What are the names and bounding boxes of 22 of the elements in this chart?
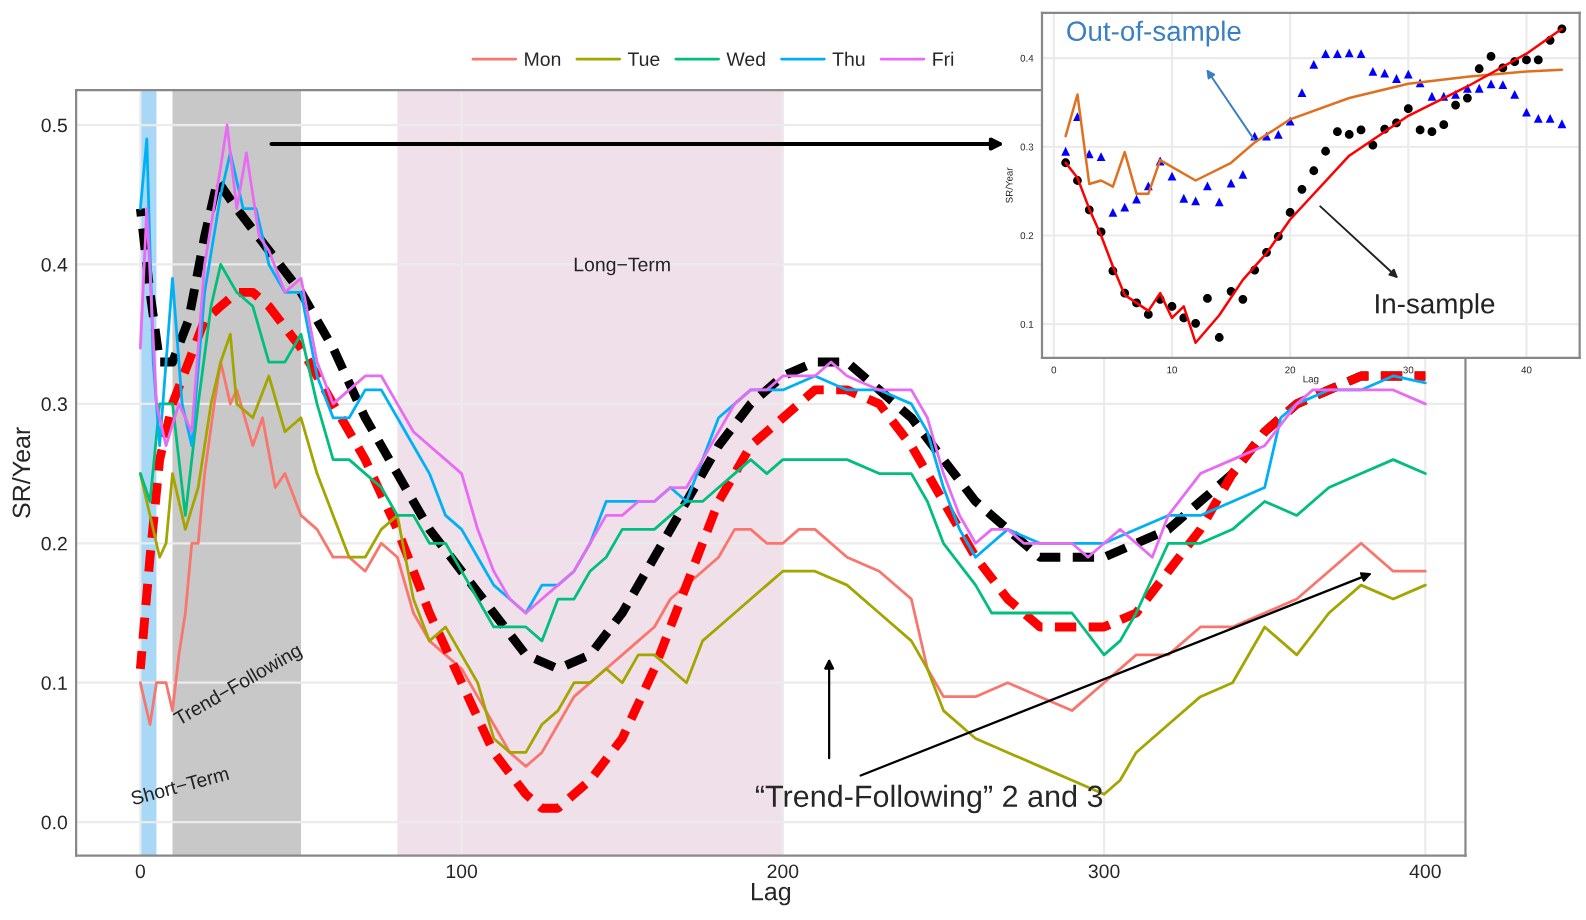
y-tick-label: 0.5 (41, 118, 67, 133)
legend-label: Wed (726, 51, 765, 67)
legend-label: Thu (832, 51, 865, 67)
y-tick-label: 0.0 (41, 815, 68, 830)
y-tick-label: 0.4 (41, 257, 68, 272)
band-label: Long−Term (574, 257, 670, 276)
legend-label: Mon (525, 52, 561, 67)
y-tick-label: 0.3 (41, 397, 67, 412)
x-tick-label: 300 (1088, 864, 1120, 879)
x-tick-label: 400 (1409, 864, 1441, 879)
y-tick-label: 0.1 (41, 676, 67, 690)
x-tick-label: 0 (135, 864, 146, 879)
x-axis-title: Lag (751, 882, 791, 906)
legend-label: Tue (627, 52, 660, 67)
annotation: In-sample (1376, 293, 1495, 320)
annotation: “Trend-Following” 2 and 3 (755, 784, 1103, 814)
x-tick-label: 100 (446, 864, 478, 879)
x-tick-label: 200 (767, 864, 799, 879)
y-axis-title: SR/Year (11, 427, 31, 518)
annotation: Out-of-sample (1067, 20, 1241, 47)
y-tick-label: 0.2 (41, 536, 67, 551)
legend-label: Fri (933, 51, 954, 66)
